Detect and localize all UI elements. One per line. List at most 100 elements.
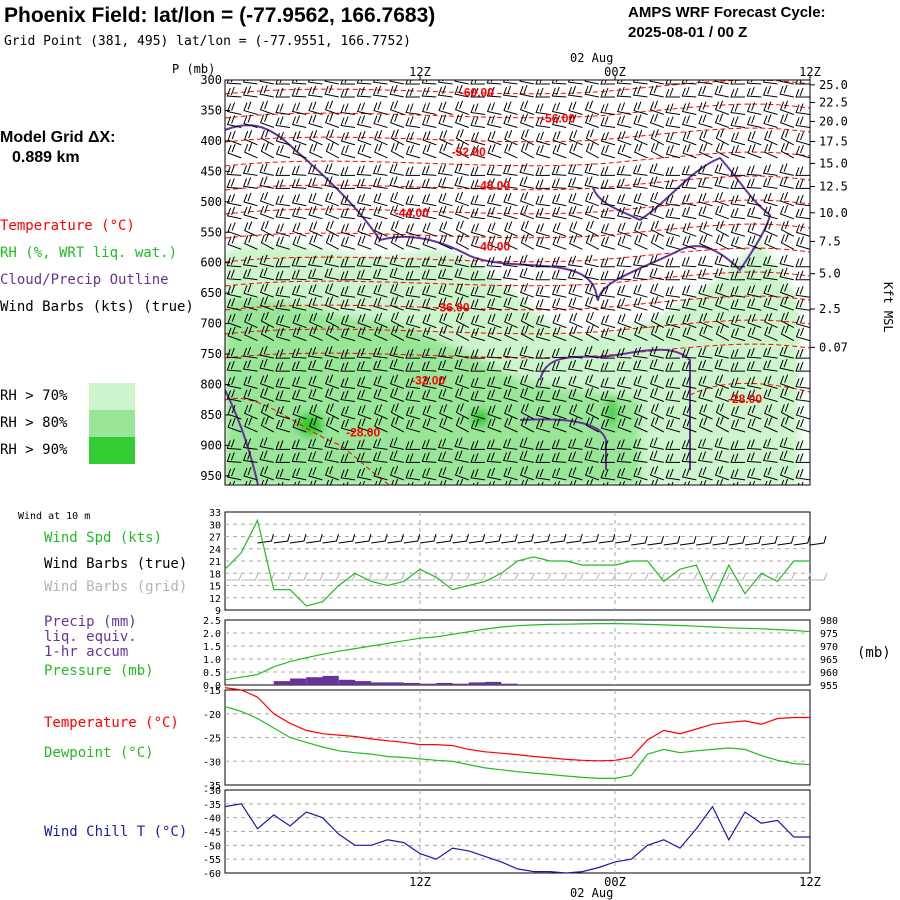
- wind-barb: [325, 324, 340, 342]
- wind-barb: [454, 163, 469, 176]
- wind-barb: [567, 177, 583, 189]
- wind-barb: [324, 176, 339, 189]
- wind-barb: [551, 389, 567, 402]
- wind-barb: [455, 324, 470, 342]
- wind-barb: [730, 207, 746, 220]
- wind-barb: [372, 164, 388, 176]
- wind-barb: [486, 102, 502, 115]
- precip-bar: [355, 681, 372, 685]
- wind-barb: [763, 192, 778, 207]
- wind-barb: [682, 418, 697, 433]
- wind-barb: [389, 176, 404, 189]
- wind-barb: [390, 403, 405, 420]
- wind-barb: [665, 207, 681, 220]
- wind-barb: [340, 468, 356, 481]
- height-axis-title: Kft MSL: [881, 282, 895, 333]
- wind-barb: [665, 361, 680, 372]
- wind-barb: [568, 101, 583, 115]
- wind-barb: [374, 325, 388, 342]
- wind-barb: [389, 296, 404, 311]
- wind-barb: [438, 101, 453, 115]
- wind-barb: [292, 418, 307, 433]
- panel-y-tick-label: -55: [203, 855, 221, 866]
- wind-barb: [502, 346, 518, 359]
- wind-barb-true: [663, 535, 681, 546]
- wind-barb: [634, 312, 648, 329]
- wind-barb-true: [371, 533, 388, 544]
- wind-barb: [307, 268, 323, 281]
- wind-barb: [260, 220, 275, 237]
- wind-barb: [730, 80, 745, 85]
- wind-barb: [291, 256, 307, 268]
- wind-barb: [357, 143, 372, 159]
- wind-barb: [730, 440, 745, 450]
- panel-y-tick-label: 33: [209, 508, 221, 519]
- wind-barb: [535, 80, 550, 85]
- wind-barb: [795, 179, 810, 189]
- wind-barb: [470, 418, 486, 433]
- wind-barb: [439, 130, 453, 146]
- wind-barb: [421, 193, 437, 207]
- wind-barb: [486, 439, 502, 450]
- wind-barb: [617, 313, 632, 329]
- wind-barb: [259, 113, 274, 128]
- wind-barb: [584, 465, 599, 481]
- wind-barb: [226, 376, 242, 389]
- wind-barb: [244, 221, 258, 237]
- wind-barb: [714, 345, 729, 359]
- wind-barb: [356, 298, 372, 311]
- forecast-cycle-value: 2025-08-01 / 00 Z: [628, 24, 747, 41]
- wind-barb: [308, 192, 323, 207]
- wind-barb: [372, 346, 388, 359]
- wind-barb: [569, 417, 583, 433]
- wind-barb: [519, 204, 534, 220]
- wind-barb: [470, 236, 486, 250]
- wind-barb: [551, 285, 567, 298]
- wind-barb: [340, 270, 355, 281]
- precip-bar: [338, 679, 355, 685]
- wind-barb: [275, 361, 290, 372]
- wind-barb: [795, 80, 810, 85]
- wind-barb-true: [679, 535, 697, 546]
- wind-barb: [681, 102, 697, 115]
- wind-barb: [567, 359, 583, 372]
- wind-barb: [535, 327, 551, 342]
- wind-barb: [487, 235, 502, 250]
- wind-barb: [389, 163, 404, 176]
- wind-barb: [715, 233, 730, 250]
- wind-barb-grid: [322, 572, 340, 581]
- wind-barb: [291, 439, 307, 450]
- wind-barb: [665, 144, 681, 159]
- wind-barb: [535, 453, 550, 463]
- wind-barb: [226, 178, 242, 189]
- panel-y-tick-label: -35: [203, 800, 221, 811]
- wind-barb-true: [566, 533, 583, 544]
- wind-barb: [665, 179, 680, 189]
- wind-barb: [665, 440, 680, 450]
- wind-barb: [309, 221, 323, 237]
- wind-barb: [227, 222, 242, 237]
- wind-barb: [699, 234, 713, 250]
- panel-y-tick-label: 18: [209, 569, 221, 580]
- wind-barb: [309, 417, 323, 433]
- wind-barb: [242, 255, 258, 268]
- wind-barb: [650, 233, 665, 250]
- wind-barb: [487, 222, 502, 237]
- wind-barb: [698, 388, 713, 402]
- pressure-label: Pressure (mb): [44, 663, 154, 679]
- wind-barb: [551, 102, 567, 115]
- wind-barb: [779, 283, 794, 298]
- pressure-tick-label: 450: [200, 164, 222, 178]
- wind-barb: [356, 165, 372, 176]
- wind-barb: [551, 193, 567, 207]
- wind-barb: [764, 221, 778, 237]
- wind-barb: [244, 312, 258, 329]
- wind-barb: [537, 481, 544, 485]
- wind-barb: [762, 438, 778, 450]
- wind-barb: [308, 297, 323, 311]
- wind-barb: [715, 311, 730, 329]
- wind-barb: [421, 115, 437, 128]
- time-tick-label-top: 12Z: [409, 65, 431, 79]
- wind-barb: [503, 297, 518, 311]
- wind-barb: [307, 80, 323, 85]
